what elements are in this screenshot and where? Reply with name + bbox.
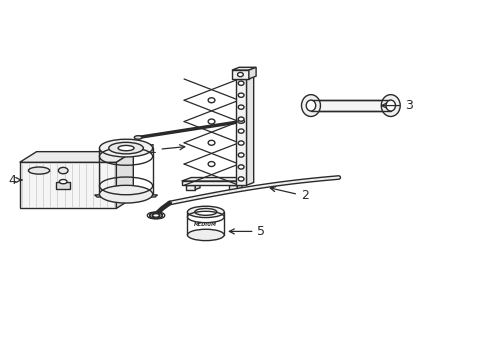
Polygon shape bbox=[95, 195, 157, 197]
Ellipse shape bbox=[208, 119, 214, 124]
Ellipse shape bbox=[187, 229, 224, 240]
Ellipse shape bbox=[208, 98, 214, 103]
Ellipse shape bbox=[208, 140, 214, 145]
Polygon shape bbox=[237, 184, 242, 190]
Polygon shape bbox=[310, 100, 390, 111]
Ellipse shape bbox=[118, 145, 134, 151]
Polygon shape bbox=[195, 184, 200, 190]
Ellipse shape bbox=[99, 185, 152, 203]
Text: MEDIUM: MEDIUM bbox=[194, 222, 217, 227]
Ellipse shape bbox=[238, 81, 244, 85]
Ellipse shape bbox=[194, 208, 216, 215]
Text: 5: 5 bbox=[229, 225, 265, 238]
Polygon shape bbox=[235, 76, 253, 79]
Polygon shape bbox=[56, 182, 70, 189]
Text: 1: 1 bbox=[148, 143, 184, 156]
Polygon shape bbox=[231, 67, 256, 70]
Polygon shape bbox=[235, 79, 246, 185]
Ellipse shape bbox=[237, 72, 243, 77]
Ellipse shape bbox=[238, 177, 244, 181]
Ellipse shape bbox=[134, 136, 142, 139]
Ellipse shape bbox=[152, 214, 159, 217]
Ellipse shape bbox=[238, 141, 244, 145]
Ellipse shape bbox=[385, 100, 395, 111]
Text: 3: 3 bbox=[381, 99, 412, 112]
Ellipse shape bbox=[59, 180, 67, 184]
Ellipse shape bbox=[238, 93, 244, 97]
Polygon shape bbox=[116, 152, 133, 208]
Polygon shape bbox=[186, 185, 195, 190]
Ellipse shape bbox=[28, 167, 50, 174]
Text: 4: 4 bbox=[8, 174, 22, 186]
Ellipse shape bbox=[305, 100, 315, 111]
Ellipse shape bbox=[149, 212, 162, 219]
Ellipse shape bbox=[208, 162, 214, 167]
Ellipse shape bbox=[187, 206, 224, 217]
Ellipse shape bbox=[237, 120, 244, 123]
Ellipse shape bbox=[238, 105, 244, 109]
Polygon shape bbox=[20, 162, 116, 208]
Ellipse shape bbox=[238, 165, 244, 169]
Ellipse shape bbox=[381, 95, 399, 117]
Polygon shape bbox=[181, 181, 239, 185]
Polygon shape bbox=[228, 185, 237, 190]
Polygon shape bbox=[181, 177, 249, 181]
Ellipse shape bbox=[238, 153, 244, 157]
Text: 2: 2 bbox=[270, 187, 308, 202]
Ellipse shape bbox=[238, 117, 244, 121]
Polygon shape bbox=[248, 67, 256, 79]
Ellipse shape bbox=[238, 129, 244, 133]
Ellipse shape bbox=[58, 167, 68, 174]
Polygon shape bbox=[239, 177, 249, 185]
Ellipse shape bbox=[108, 142, 143, 154]
Polygon shape bbox=[20, 152, 133, 162]
Polygon shape bbox=[231, 70, 248, 79]
Ellipse shape bbox=[99, 139, 152, 157]
Ellipse shape bbox=[301, 95, 320, 117]
Polygon shape bbox=[246, 76, 253, 185]
